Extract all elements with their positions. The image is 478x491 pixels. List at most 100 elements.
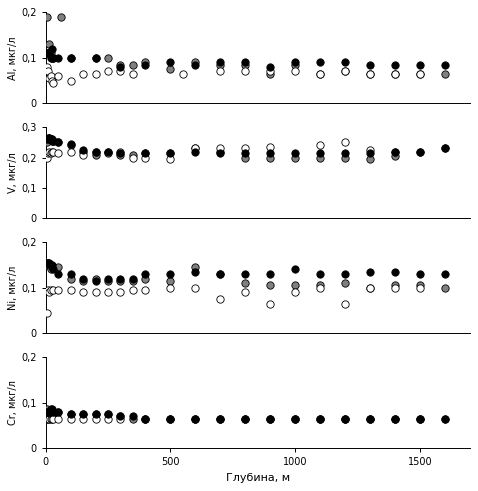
Y-axis label: Cr, мкг/л: Cr, мкг/л [8,380,18,425]
Point [44,408,52,415]
Point [54,263,62,271]
Point [391,268,399,275]
Point [217,61,224,69]
Point [47,286,54,294]
Point [166,58,174,66]
Point [49,148,57,156]
Point [104,54,112,62]
Point [67,274,75,282]
Point [166,277,174,285]
Point [341,149,349,157]
Point [366,149,374,157]
Point [92,151,99,159]
X-axis label: Глубина, м: Глубина, м [226,473,290,483]
Point [266,70,274,78]
Point [391,414,399,422]
Point [43,259,51,267]
Point [141,61,149,69]
Point [129,274,137,282]
Point [416,281,424,289]
Point [266,414,274,422]
Point [117,412,124,420]
Point [441,414,448,422]
Point [241,58,249,66]
Point [266,63,274,71]
Point [316,281,324,289]
Point [241,279,249,287]
Point [291,149,299,157]
Point [241,414,249,422]
Point [217,270,224,278]
Point [43,63,51,71]
Point [166,284,174,292]
Point [117,68,124,76]
Point [48,137,56,145]
Point [49,79,57,87]
Point [54,270,62,278]
Point [291,281,299,289]
Point [45,414,53,422]
Point [45,288,53,296]
Point [192,144,199,152]
Point [104,277,112,285]
Point [67,54,75,62]
Point [104,274,112,282]
Point [192,58,199,66]
Point [266,270,274,278]
Point [57,13,65,21]
Point [341,279,349,287]
Point [366,155,374,163]
Point [92,414,99,422]
Point [48,406,56,413]
Point [45,259,53,267]
Point [192,148,199,156]
Point [141,149,149,157]
Point [92,54,99,62]
Point [47,266,54,273]
Point [166,414,174,422]
Point [44,50,52,57]
Point [217,414,224,422]
Point [67,140,75,148]
Point [47,54,54,62]
Point [49,266,57,273]
Point [79,151,87,159]
Point [117,277,124,285]
Point [44,149,52,157]
Point [341,68,349,76]
Point [141,414,149,422]
Point [43,408,51,415]
Point [48,136,56,143]
Point [266,68,274,76]
Point [48,77,56,84]
Point [366,414,374,422]
Point [366,61,374,69]
Point [104,148,112,156]
Point [47,136,54,143]
Point [79,288,87,296]
Point [67,77,75,84]
Point [366,284,374,292]
Point [241,61,249,69]
Point [45,134,53,142]
Point [54,286,62,294]
Point [141,414,149,422]
Point [316,414,324,422]
Y-axis label: V, мкг/л: V, мкг/л [8,152,18,193]
Y-axis label: Al, мкг/л: Al, мкг/л [8,36,18,80]
Point [192,144,199,152]
Point [48,414,56,422]
Point [217,58,224,66]
Point [391,148,399,156]
Point [241,270,249,278]
Point [79,70,87,78]
Point [49,137,57,145]
Point [92,288,99,296]
Point [117,149,124,157]
Point [54,414,62,422]
Point [129,151,137,159]
Point [166,65,174,73]
Point [217,414,224,422]
Point [391,70,399,78]
Point [79,148,87,156]
